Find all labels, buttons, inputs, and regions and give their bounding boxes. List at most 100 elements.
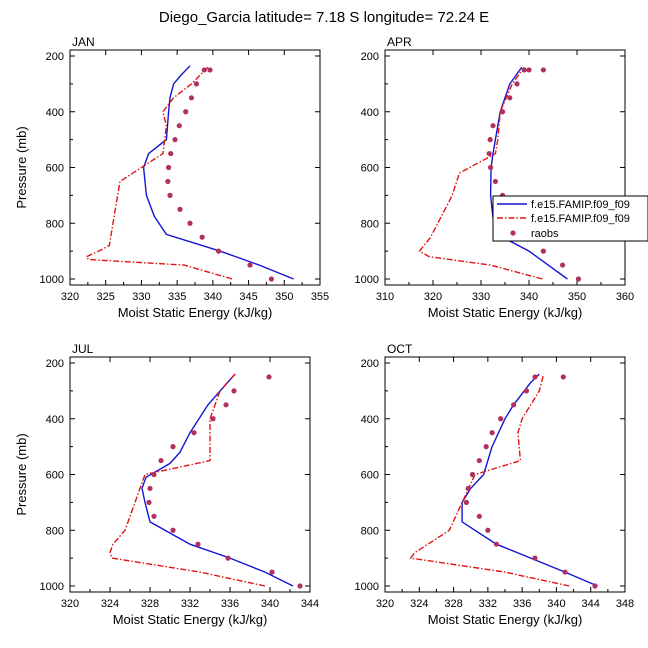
raobs-point <box>210 416 216 422</box>
model-line-dashed <box>409 373 570 587</box>
raobs-point <box>183 109 189 115</box>
raobs-point <box>498 416 504 422</box>
raobs-point <box>269 569 275 575</box>
y-tick-label: 400 <box>46 107 64 119</box>
y-tick-label: 200 <box>46 51 64 63</box>
x-tick-label: 328 <box>444 598 462 610</box>
raobs-point <box>165 178 171 185</box>
raobs-point <box>146 499 152 505</box>
data-area <box>109 373 303 589</box>
x-tick-label: 350 <box>275 291 293 303</box>
raobs-point <box>225 555 231 561</box>
raobs-point <box>540 67 547 73</box>
data-area <box>85 65 294 282</box>
data-area <box>409 373 598 589</box>
raobs-point <box>223 402 229 408</box>
raobs-point <box>215 248 222 254</box>
y-tick-label: 200 <box>361 51 379 63</box>
panel-label: OCT <box>387 342 413 356</box>
plot-frame <box>384 356 626 593</box>
raobs-point <box>172 137 178 143</box>
raobs-point <box>231 388 237 394</box>
raobs-point <box>201 67 207 73</box>
raobs-point <box>469 471 476 478</box>
x-tick-label: 340 <box>261 598 279 610</box>
x-tick-label: 360 <box>616 291 634 303</box>
model-line-dashed <box>85 66 233 280</box>
data-area <box>418 66 582 282</box>
raobs-point <box>165 164 172 171</box>
x-tick-label: 324 <box>410 598 428 610</box>
raobs-point <box>476 457 482 464</box>
raobs-point <box>195 541 201 547</box>
raobs-point <box>268 276 275 282</box>
raobs-point <box>507 95 513 101</box>
y-axis-label: Pressure (mb) <box>14 433 29 515</box>
y-tick-label: 400 <box>361 414 379 426</box>
y-tick-label: 200 <box>46 358 64 370</box>
raobs-point <box>188 95 195 101</box>
x-tick-label: 332 <box>181 598 199 610</box>
y-tick-label: 200 <box>361 358 379 370</box>
x-axis-label: Moist Static Energy (kJ/kg) <box>113 612 268 627</box>
x-tick-label: 332 <box>479 598 497 610</box>
x-tick-label: 355 <box>311 291 329 303</box>
raobs-point <box>560 374 566 380</box>
x-tick-label: 344 <box>301 598 319 610</box>
x-tick-label: 345 <box>239 291 257 303</box>
x-tick-label: 340 <box>520 291 538 303</box>
y-tick-label: 800 <box>361 525 379 537</box>
raobs-point <box>514 81 520 87</box>
x-tick-label: 320 <box>61 598 79 610</box>
x-tick-label: 344 <box>582 598 600 610</box>
raobs-point <box>562 569 568 575</box>
legend-entry-label: raobs <box>531 228 559 240</box>
raobs-point <box>485 527 491 533</box>
x-axis-label: Moist Static Energy (kJ/kg) <box>428 305 583 320</box>
x-tick-label: 336 <box>513 598 531 610</box>
raobs-point <box>521 67 527 73</box>
raobs-point <box>191 430 197 436</box>
x-tick-label: 340 <box>204 291 222 303</box>
y-tick-label: 600 <box>46 470 64 482</box>
x-tick-label: 310 <box>376 291 394 303</box>
panel-label: APR <box>387 35 412 49</box>
model-line-solid <box>461 373 598 587</box>
panel-jul: JUL 320 324 328 332 336 340 344 200 400 600 800 1000… <box>14 342 319 627</box>
legend: f.e15.FAMIP.f09_f09 f.e15.FAMIP.f09_f09ra… <box>492 195 648 242</box>
x-tick-label: 336 <box>221 598 239 610</box>
raobs-point <box>500 109 506 115</box>
raobs-point <box>490 123 496 129</box>
raobs-point <box>170 527 176 533</box>
raobs-point <box>151 513 157 519</box>
model-line-dashed <box>109 373 266 587</box>
raobs-point <box>170 444 176 450</box>
x-tick-label: 330 <box>472 291 490 303</box>
x-tick-label: 320 <box>61 291 79 303</box>
raobs-point <box>523 388 530 394</box>
legend-marker <box>510 230 516 236</box>
raobs-point <box>483 444 489 450</box>
panel-oct: OCT 320 324 328 332 336 340 344 348 200 400 600 800 1… <box>355 342 635 627</box>
raobs-point <box>247 262 253 268</box>
raobs-point <box>297 583 303 589</box>
panel-apr: APR 310 320 330 340 350 360 200 400 600 800 1000 Moi… <box>355 35 635 320</box>
x-tick-label: 320 <box>424 291 442 303</box>
raobs-point <box>147 485 153 492</box>
y-tick-label: 800 <box>46 218 64 230</box>
raobs-point <box>493 541 500 547</box>
y-tick-label: 600 <box>46 163 64 175</box>
raobs-point <box>266 374 272 380</box>
y-tick-label: 1000 <box>40 581 64 593</box>
y-tick-label: 800 <box>361 218 379 230</box>
raobs-point <box>575 276 582 282</box>
raobs-point <box>193 81 200 87</box>
y-tick-label: 400 <box>46 414 64 426</box>
x-axis-label: Moist Static Energy (kJ/kg) <box>428 612 583 627</box>
x-tick-label: 324 <box>101 598 119 610</box>
y-tick-label: 1000 <box>355 274 379 286</box>
raobs-point <box>151 471 157 478</box>
y-tick-label: 400 <box>361 107 379 119</box>
raobs-point <box>532 555 538 561</box>
